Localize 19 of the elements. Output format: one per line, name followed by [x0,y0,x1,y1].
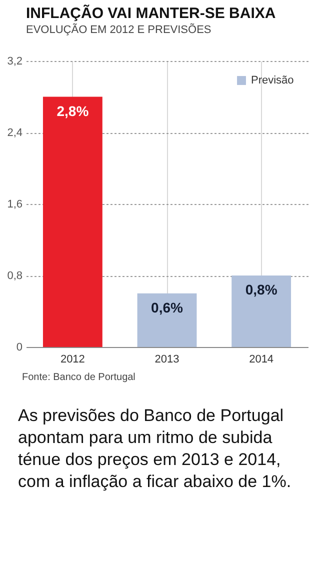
bar [137,293,197,347]
source-note: Fonte: Banco de Portugal [22,372,136,383]
data-label: 0,8% [245,282,278,298]
chart-title: INFLAÇÃO VAI MANTER-SE BAIXA [26,4,276,22]
y-tick-label: 0 [16,342,22,354]
x-tick-label: 2014 [249,354,274,366]
legend-label: Previsão [251,74,294,86]
bar [232,276,292,347]
x-tick-label: 2013 [154,354,180,366]
y-tick-label: 1,6 [7,198,22,210]
y-tick-label: 2,4 [7,127,22,139]
y-tick-label: 3,2 [7,56,22,68]
data-label: 0,6% [151,299,184,316]
bar [42,96,102,347]
y-tick-label: 0,8 [7,270,22,282]
chart-subtitle: EVOLUÇÃO EM 2012 E PREVISÕES [26,23,212,36]
text: As previsões do Banco de Portugal apontam para um ritmo de subida ténue dos preços em 2013 e 2014, com a inflação a ficar abaixo de 1%. [18,405,292,493]
x-tick-label: 2012 [60,354,85,366]
data-label: 2,8% [56,102,90,119]
